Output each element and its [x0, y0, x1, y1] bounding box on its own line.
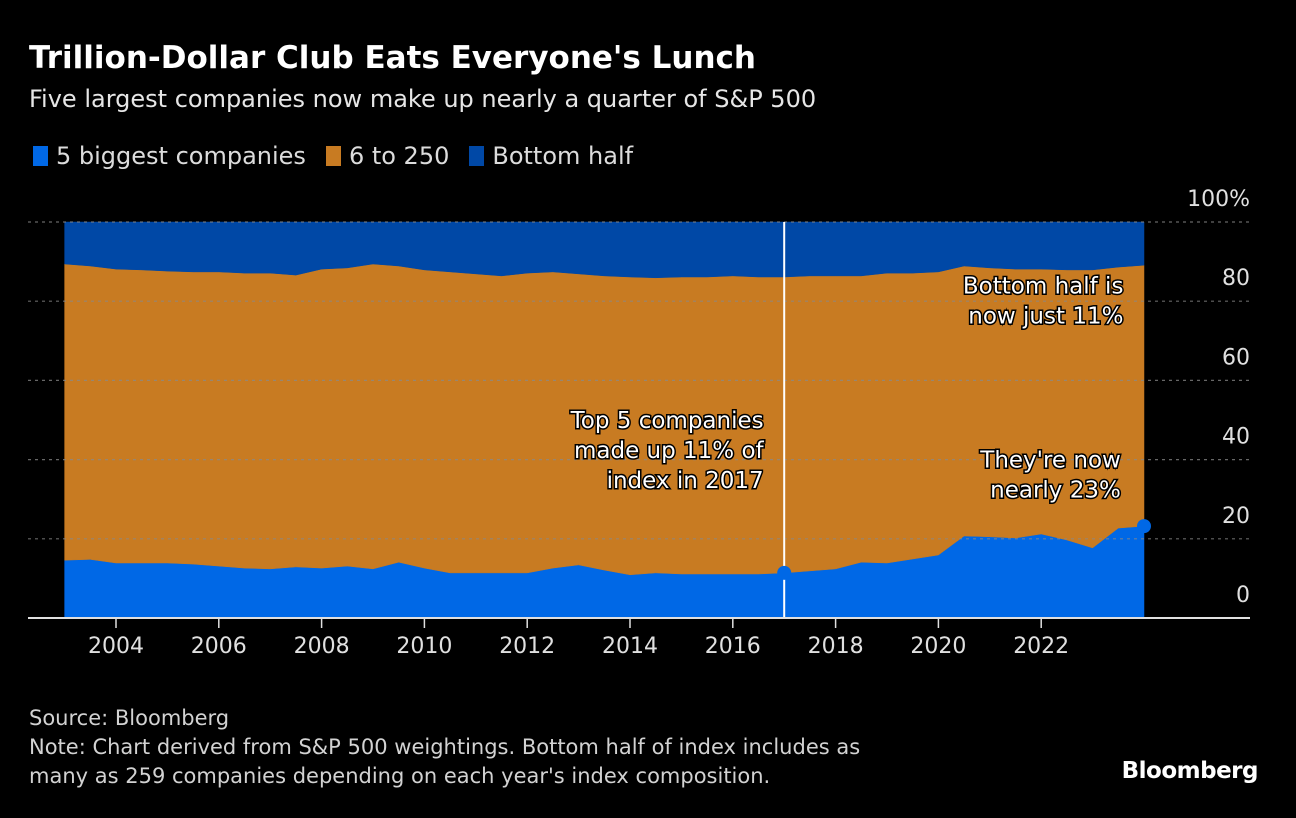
x-tick-label: 2008	[294, 634, 350, 659]
legend-label-top5: 5 biggest companies	[56, 142, 306, 170]
y-tick-label: 40	[1222, 425, 1250, 450]
y-tick-label: 0	[1236, 583, 1250, 608]
x-tick-label: 2012	[499, 634, 555, 659]
legend-item-bottom-half: Bottom half	[469, 142, 633, 170]
legend-label-bottom-half: Bottom half	[492, 142, 634, 170]
legend-item-6-to-250: 6 to 250	[325, 142, 450, 170]
y-tick-label: 80	[1222, 266, 1250, 291]
y-tick-label: 20	[1222, 504, 1250, 529]
highlight-point	[1137, 519, 1151, 534]
x-tick-label: 2014	[602, 634, 658, 659]
annotation-bottom-half: now just 11%	[968, 303, 1123, 329]
legend-swatch-top5	[33, 146, 48, 166]
area-bottom-half	[64, 221, 1145, 279]
y-tick-label: 60	[1222, 345, 1250, 370]
note-line-2: many as 259 companies depending on each …	[29, 764, 771, 788]
legend: 5 biggest companies 6 to 250 Bottom half	[33, 142, 653, 170]
source-text: Source: Bloomberg	[29, 706, 230, 730]
x-tick-label: 2022	[1013, 634, 1069, 659]
legend-item-top5: 5 biggest companies	[33, 142, 306, 170]
x-tick-label: 2020	[910, 634, 966, 659]
x-tick-label: 2004	[88, 634, 144, 659]
annotation-top5-2017: Top 5 companies	[570, 408, 764, 434]
annotation-top5-2017: made up 11% of	[574, 438, 765, 464]
annotation-bottom-half: Bottom half is	[963, 273, 1124, 299]
highlight-point	[777, 565, 792, 580]
y-tick-label: 100%	[1187, 187, 1250, 212]
annotation-top5-2017: index in 2017	[607, 468, 764, 494]
note-line-1: Note: Chart derived from S&P 500 weighti…	[29, 735, 861, 759]
annotation-top5-now: nearly 23%	[990, 478, 1121, 504]
chart-subtitle: Five largest companies now make up nearl…	[29, 85, 817, 113]
x-tick-label: 2018	[808, 634, 864, 659]
x-tick-label: 2010	[396, 634, 452, 659]
legend-swatch-6-to-250	[325, 146, 341, 166]
legend-label-6-to-250: 6 to 250	[348, 142, 450, 170]
x-tick-label: 2016	[705, 634, 761, 659]
legend-swatch-bottom-half	[469, 146, 485, 166]
x-tick-label: 2006	[191, 634, 247, 659]
chart-title: Trillion-Dollar Club Eats Everyone's Lun…	[29, 40, 757, 76]
bloomberg-logo: Bloomberg	[1121, 758, 1259, 784]
footer: Source: Bloomberg Note: Chart derived fr…	[29, 704, 860, 791]
annotation-top5-now: They're now	[979, 448, 1121, 474]
chart-svg: 0 20 40 60 80 100% 2004 2006 2008 2010 2012 2014 201…	[28, 187, 1250, 659]
